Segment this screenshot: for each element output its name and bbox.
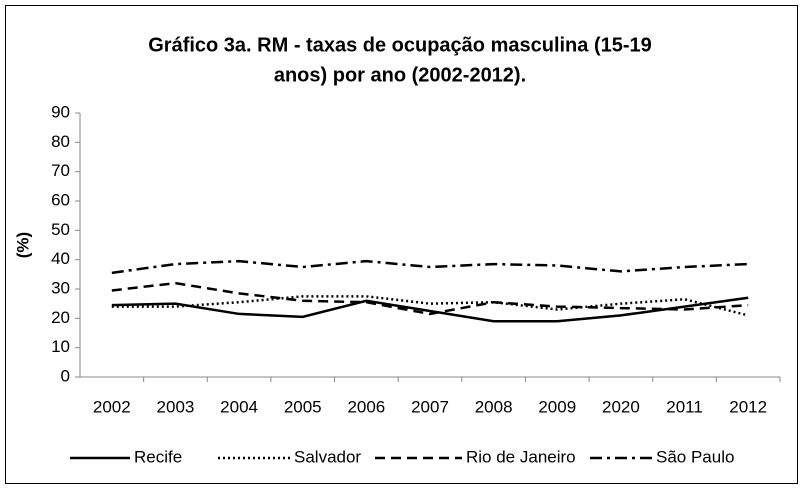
y-tick-label: 70 xyxy=(51,161,70,180)
x-tick-label: 2005 xyxy=(284,397,322,416)
legend-label: São Paulo xyxy=(656,447,734,466)
x-tick-label: 2020 xyxy=(602,397,640,416)
x-tick-label: 2004 xyxy=(220,397,258,416)
x-tick-label: 2006 xyxy=(347,397,385,416)
x-tick-label: 2002 xyxy=(93,397,131,416)
chart-title: anos) por ano (2002-2012). xyxy=(274,64,526,86)
x-tick-label: 2003 xyxy=(157,397,195,416)
x-tick-label: 2007 xyxy=(411,397,449,416)
y-tick-label: 0 xyxy=(61,366,70,385)
y-tick-label: 80 xyxy=(51,132,70,151)
x-tick-label: 2009 xyxy=(538,397,576,416)
y-tick-label: 60 xyxy=(51,190,70,209)
series-line xyxy=(111,295,749,317)
y-tick-label: 50 xyxy=(51,220,70,239)
x-tick-label: 2012 xyxy=(729,397,767,416)
chart-title: Gráfico 3a. RM - taxas de ocupação mascu… xyxy=(148,34,652,56)
series-line xyxy=(111,281,749,316)
y-tick-label: 10 xyxy=(51,337,70,356)
series-line xyxy=(111,259,749,275)
y-tick-label: 40 xyxy=(51,249,70,268)
y-tick-label: 20 xyxy=(51,308,70,327)
y-tick-label: 30 xyxy=(51,278,70,297)
x-tick-label: 2011 xyxy=(666,397,703,416)
chart-frame xyxy=(5,5,798,484)
series-line xyxy=(111,296,749,323)
y-axis-label: (%) xyxy=(13,232,32,258)
y-tick-label: 90 xyxy=(51,102,70,121)
x-tick-label: 2008 xyxy=(475,397,513,416)
legend-label: Rio de Janeiro xyxy=(466,447,576,466)
legend-label: Salvador xyxy=(294,447,361,466)
legend-label: Recife xyxy=(134,447,182,466)
